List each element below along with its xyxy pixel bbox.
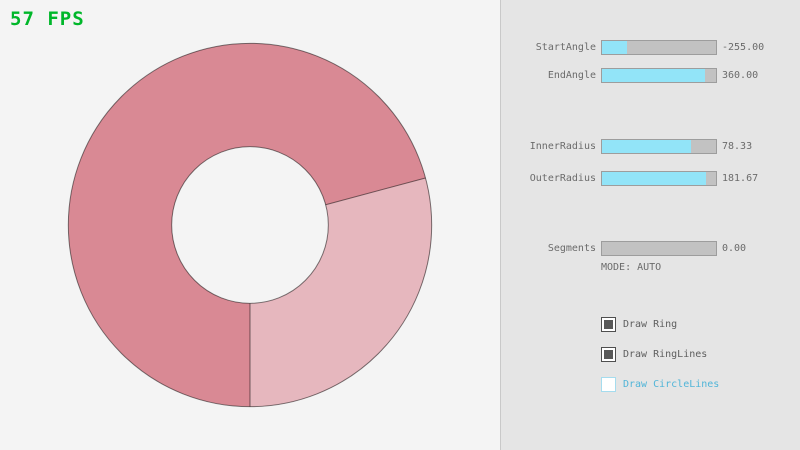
fps-counter: 57 FPS bbox=[10, 8, 85, 30]
slider-label-endangle: EndAngle bbox=[547, 70, 596, 81]
checkbox-icon[interactable] bbox=[601, 317, 616, 332]
slider-value-innerradius: 78.33 bbox=[722, 141, 753, 152]
segments-mode-text: MODE: AUTO bbox=[601, 262, 662, 273]
slider-label-startangle: StartAngle bbox=[535, 42, 596, 53]
checkbox-label-draw-ringlines: Draw RingLines bbox=[623, 349, 708, 360]
slider-row-outerradius: OuterRadius 181.67 bbox=[501, 171, 800, 186]
checkbox-label-draw-circlelines: Draw CircleLines bbox=[623, 379, 720, 390]
slider-label-outerradius: OuterRadius bbox=[529, 173, 596, 184]
ring-canvas bbox=[67, 42, 433, 408]
ring-boundary-line-start bbox=[325, 177, 426, 206]
slider-fill-innerradius bbox=[602, 140, 691, 153]
control-panel: StartAngle -255.00 EndAngle 360.00 Inner… bbox=[500, 0, 800, 450]
checkbox-label-draw-ring: Draw Ring bbox=[623, 319, 678, 330]
slider-value-endangle: 360.00 bbox=[722, 70, 759, 81]
ring-inner-hole bbox=[171, 146, 329, 304]
slider-innerradius[interactable] bbox=[601, 139, 717, 154]
slider-outerradius[interactable] bbox=[601, 171, 717, 186]
checkbox-draw-ringlines[interactable]: Draw RingLines bbox=[601, 347, 707, 362]
slider-row-innerradius: InnerRadius 78.33 bbox=[501, 139, 800, 154]
slider-endangle[interactable] bbox=[601, 68, 717, 83]
slider-segments[interactable] bbox=[601, 241, 717, 256]
slider-row-startangle: StartAngle -255.00 bbox=[501, 40, 800, 55]
slider-row-segments: Segments 0.00 bbox=[501, 241, 800, 256]
slider-fill-startangle bbox=[602, 41, 628, 54]
slider-value-startangle: -255.00 bbox=[722, 42, 765, 53]
slider-label-innerradius: InnerRadius bbox=[529, 141, 596, 152]
slider-label-segments: Segments bbox=[547, 243, 596, 254]
checkbox-icon[interactable] bbox=[601, 377, 616, 392]
slider-fill-endangle bbox=[602, 69, 705, 82]
slider-row-endangle: EndAngle 360.00 bbox=[501, 68, 800, 83]
slider-value-segments: 0.00 bbox=[722, 243, 747, 254]
slider-value-outerradius: 181.67 bbox=[722, 173, 759, 184]
checkbox-draw-circlelines[interactable]: Draw CircleLines bbox=[601, 377, 719, 392]
checkbox-icon[interactable] bbox=[601, 347, 616, 362]
slider-fill-outerradius bbox=[602, 172, 706, 185]
checkbox-draw-ring[interactable]: Draw Ring bbox=[601, 317, 677, 332]
slider-startangle[interactable] bbox=[601, 40, 717, 55]
